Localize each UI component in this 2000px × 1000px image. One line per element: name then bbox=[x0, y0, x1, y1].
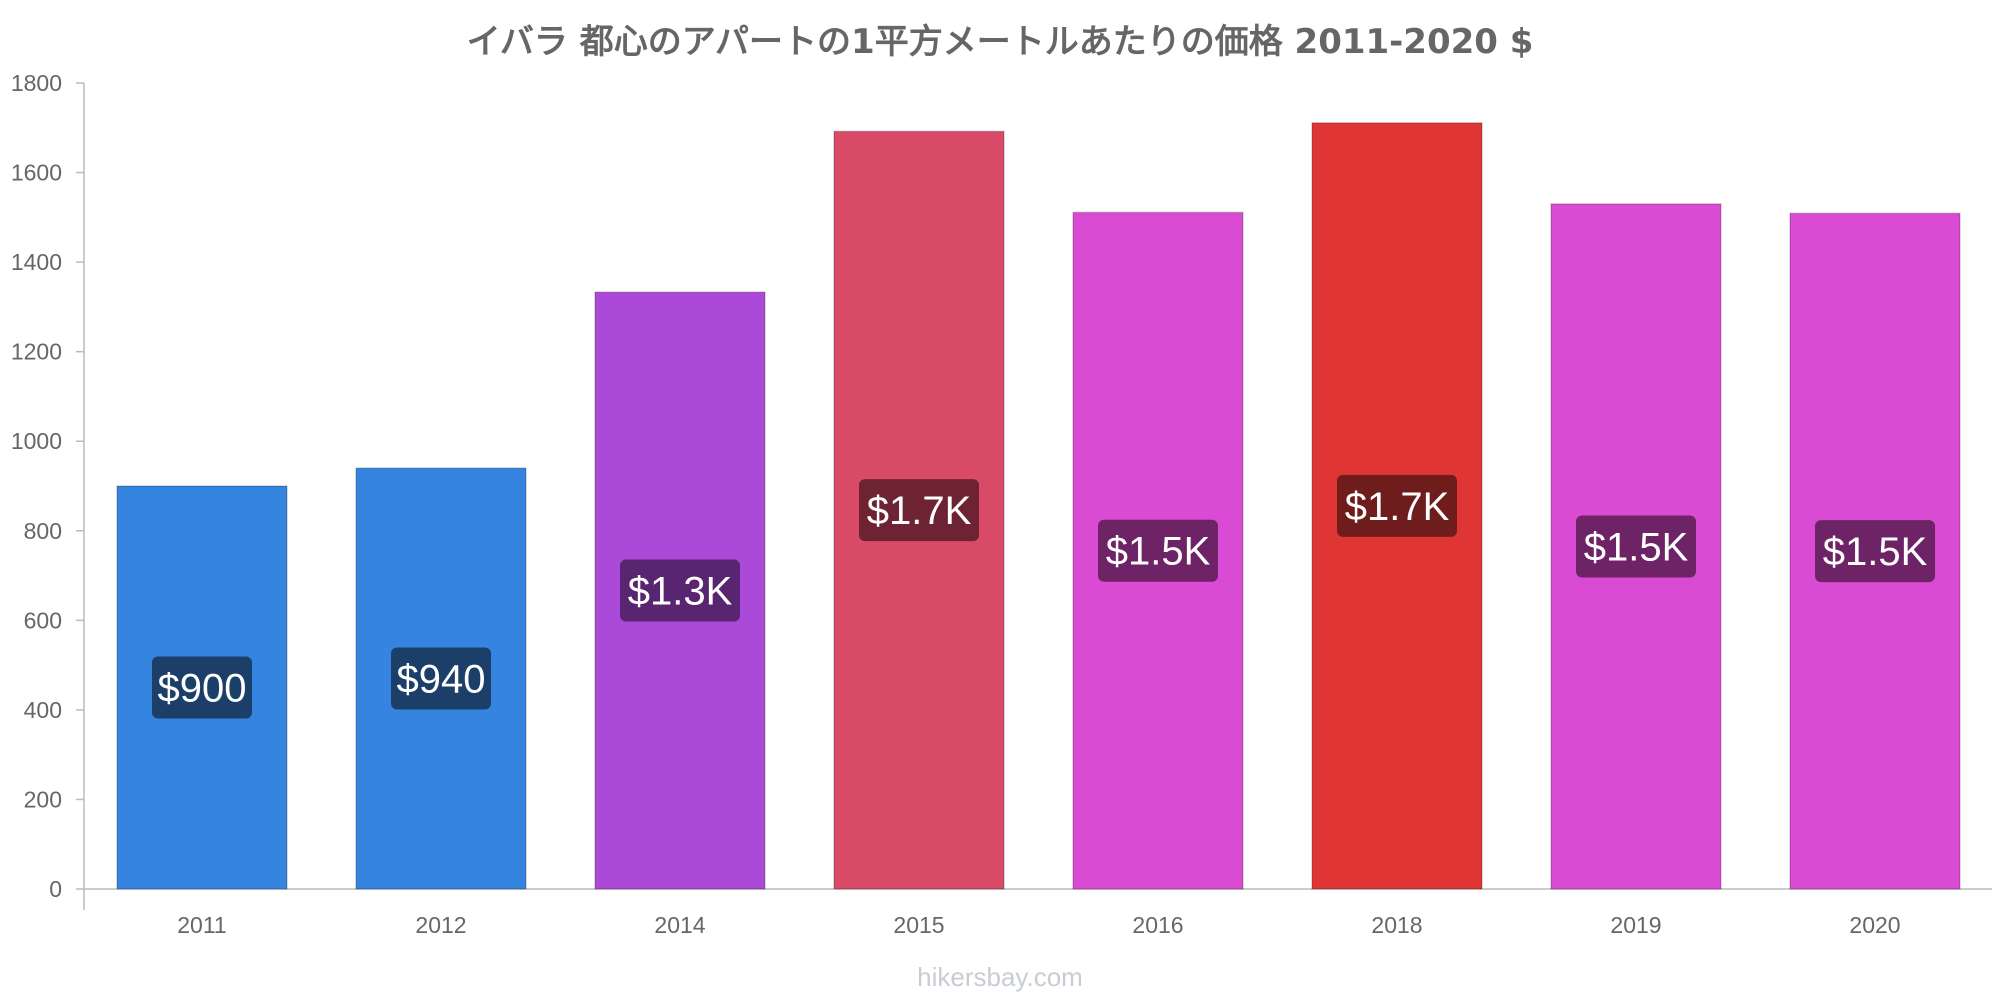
x-tick-label: 2012 bbox=[415, 912, 466, 938]
y-tick-label: 1600 bbox=[11, 160, 62, 186]
x-tick-label: 2018 bbox=[1371, 912, 1422, 938]
footer-source: hikersbay.com bbox=[917, 962, 1083, 992]
y-tick-label: 200 bbox=[24, 786, 62, 812]
value-labels-group: $900 $940 $1.3K $1.7K $1.5K $1.7K $1.5K $1.5K bbox=[152, 474, 1935, 719]
value-label-box bbox=[1098, 519, 1218, 582]
value-label: $1.5K bbox=[1106, 530, 1211, 574]
y-tick-label: 1200 bbox=[11, 339, 62, 365]
bars-group bbox=[116, 122, 1961, 890]
chart-title: イバラ 都心のアパートの1平方メートルあたりの価格 2011-2020 $ bbox=[467, 22, 1534, 62]
x-tick-label: 2014 bbox=[654, 912, 705, 938]
value-label-box bbox=[391, 647, 491, 710]
y-tick-label: 0 bbox=[49, 876, 62, 902]
value-label: $1.5K bbox=[1823, 530, 1928, 574]
y-axis: 0 200 400 600 800 1000 1200 1400 1600 1800 bbox=[11, 70, 85, 910]
value-label: $1.5K bbox=[1584, 525, 1689, 569]
y-tick-label: 1400 bbox=[11, 249, 62, 275]
value-label-box bbox=[1576, 515, 1696, 578]
value-label-box bbox=[859, 479, 979, 542]
y-tick-label: 1800 bbox=[11, 70, 62, 96]
value-label: $940 bbox=[397, 658, 486, 702]
x-tick-label: 2019 bbox=[1610, 912, 1661, 938]
y-tick-label: 600 bbox=[24, 607, 62, 633]
value-label: $900 bbox=[158, 667, 247, 711]
y-tick-label: 1000 bbox=[11, 428, 62, 454]
y-tick-label: 800 bbox=[24, 518, 62, 544]
y-tick-label: 400 bbox=[24, 697, 62, 723]
value-label-box bbox=[152, 656, 252, 719]
value-label: $1.3K bbox=[628, 570, 733, 614]
value-label-box bbox=[1337, 474, 1457, 537]
value-label: $1.7K bbox=[867, 489, 972, 533]
value-label-box bbox=[1815, 520, 1935, 583]
x-tick-label: 2020 bbox=[1849, 912, 1900, 938]
x-tick-label: 2015 bbox=[893, 912, 944, 938]
x-tick-label: 2011 bbox=[177, 912, 226, 938]
value-label: $1.7K bbox=[1345, 485, 1450, 529]
x-axis: 2011 2012 2014 2015 2016 2018 2019 2020 bbox=[84, 888, 1992, 938]
value-label-box bbox=[620, 559, 740, 622]
x-tick-label: 2016 bbox=[1132, 912, 1183, 938]
